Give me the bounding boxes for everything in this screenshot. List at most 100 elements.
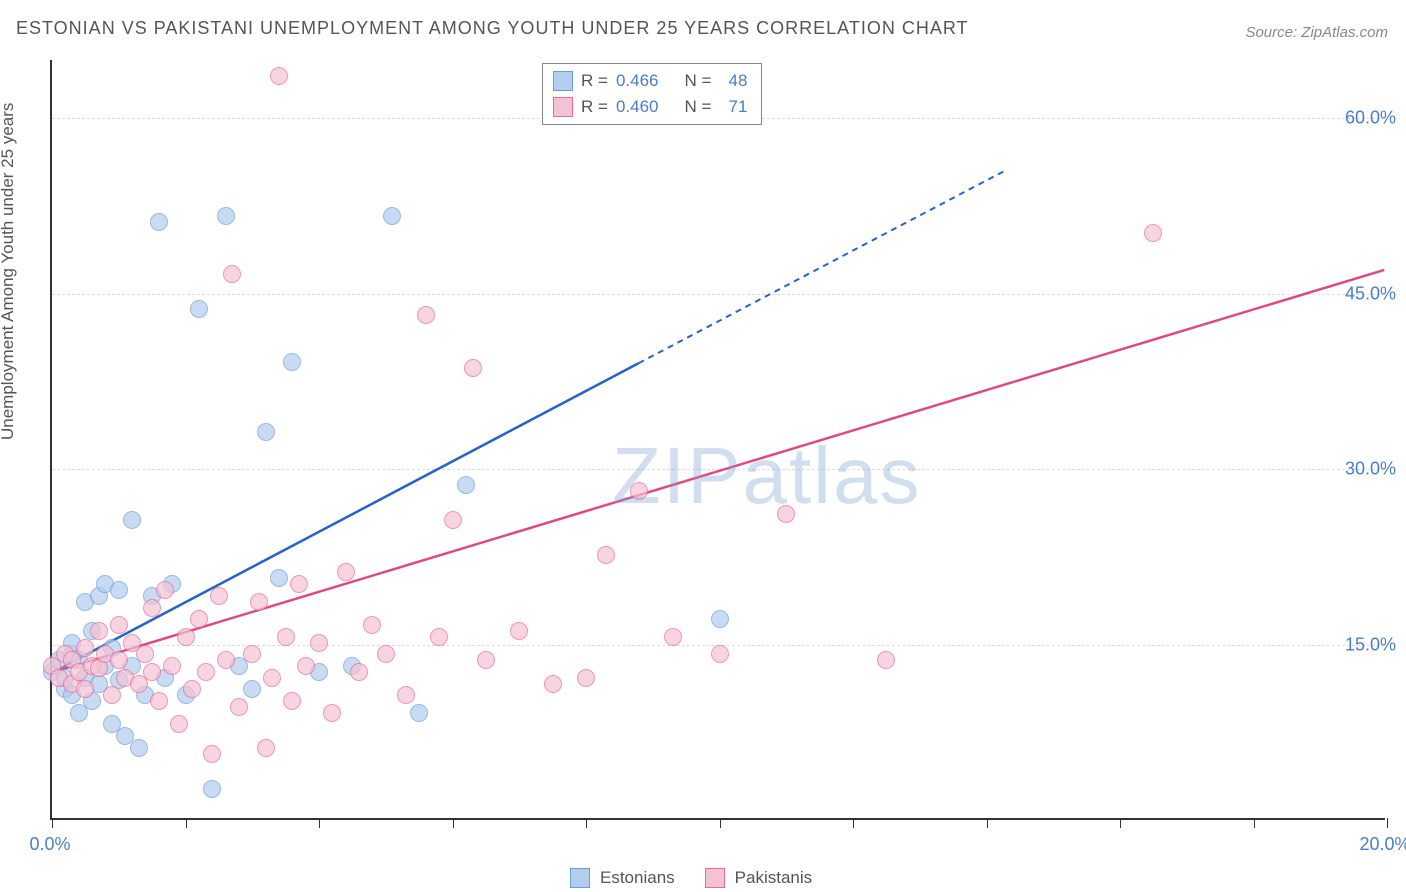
legend-item: Estonians	[570, 868, 675, 888]
data-point	[877, 651, 895, 669]
data-point	[270, 67, 288, 85]
y-tick-label: 15.0%	[1345, 634, 1396, 655]
legend-label: Pakistanis	[735, 868, 812, 888]
legend-item: Pakistanis	[705, 868, 812, 888]
data-point	[711, 610, 729, 628]
data-point	[664, 628, 682, 646]
watermark: ZIPatlas	[612, 430, 921, 522]
data-point	[197, 663, 215, 681]
data-point	[163, 657, 181, 675]
x-tick	[319, 818, 320, 828]
stat-legend-row: R = 0.460 N = 71	[553, 94, 747, 120]
data-point	[711, 645, 729, 663]
data-point	[143, 663, 161, 681]
correlation-stats-legend: R = 0.466 N = 48 R = 0.460 N = 71	[542, 63, 762, 125]
data-point	[263, 669, 281, 687]
x-tick	[52, 818, 53, 828]
n-value: 71	[719, 94, 747, 120]
data-point	[230, 698, 248, 716]
x-tick-label: 0.0%	[29, 834, 70, 855]
x-tick	[720, 818, 721, 828]
data-point	[457, 476, 475, 494]
data-point	[203, 745, 221, 763]
y-tick-label: 30.0%	[1345, 459, 1396, 480]
data-point	[177, 628, 195, 646]
source-label: Source: ZipAtlas.com	[1245, 24, 1388, 41]
data-point	[110, 651, 128, 669]
gridline	[52, 469, 1385, 470]
gridline	[52, 294, 1385, 295]
data-point	[136, 645, 154, 663]
data-point	[170, 715, 188, 733]
data-point	[110, 581, 128, 599]
data-point	[150, 213, 168, 231]
legend-swatch	[553, 71, 573, 91]
data-point	[283, 353, 301, 371]
data-point	[76, 680, 94, 698]
chart-plot-area: R = 0.466 N = 48 R = 0.460 N = 71 ZIPatlas	[50, 60, 1385, 820]
r-label: R =	[581, 68, 608, 94]
data-point	[203, 780, 221, 798]
data-point	[464, 359, 482, 377]
data-point	[350, 663, 368, 681]
trend-line-dashed	[639, 171, 1005, 363]
data-point	[190, 610, 208, 628]
data-point	[397, 686, 415, 704]
data-point	[156, 581, 174, 599]
data-point	[210, 587, 228, 605]
data-point	[123, 511, 141, 529]
data-point	[183, 680, 201, 698]
data-point	[277, 628, 295, 646]
data-point	[103, 686, 121, 704]
data-point	[243, 645, 261, 663]
n-label: N =	[684, 94, 711, 120]
data-point	[1144, 224, 1162, 242]
data-point	[323, 704, 341, 722]
data-point	[110, 616, 128, 634]
x-tick	[186, 818, 187, 828]
r-label: R =	[581, 94, 608, 120]
data-point	[383, 207, 401, 225]
x-tick	[853, 818, 854, 828]
data-point	[76, 639, 94, 657]
data-point	[130, 739, 148, 757]
data-point	[544, 675, 562, 693]
data-point	[630, 482, 648, 500]
x-tick	[987, 818, 988, 828]
data-point	[290, 575, 308, 593]
x-tick	[453, 818, 454, 828]
n-value: 48	[719, 68, 747, 94]
data-point	[217, 651, 235, 669]
data-point	[250, 593, 268, 611]
n-label: N =	[684, 68, 711, 94]
chart-title: ESTONIAN VS PAKISTANI UNEMPLOYMENT AMONG…	[16, 18, 969, 39]
data-point	[223, 265, 241, 283]
y-axis-label: Unemployment Among Youth under 25 years	[0, 103, 18, 440]
legend-swatch	[553, 97, 573, 117]
data-point	[510, 622, 528, 640]
data-point	[417, 306, 435, 324]
x-tick	[1120, 818, 1121, 828]
y-tick-label: 60.0%	[1345, 108, 1396, 129]
x-tick-label: 20.0%	[1359, 834, 1406, 855]
data-point	[377, 645, 395, 663]
r-value: 0.460	[616, 94, 659, 120]
data-point	[297, 657, 315, 675]
stat-legend-row: R = 0.466 N = 48	[553, 68, 747, 94]
r-value: 0.466	[616, 68, 659, 94]
data-point	[150, 692, 168, 710]
data-point	[257, 739, 275, 757]
data-point	[363, 616, 381, 634]
data-point	[430, 628, 448, 646]
data-point	[190, 300, 208, 318]
data-point	[217, 207, 235, 225]
data-point	[577, 669, 595, 687]
data-point	[597, 546, 615, 564]
data-point	[310, 634, 328, 652]
legend-swatch	[705, 868, 725, 888]
data-point	[270, 569, 288, 587]
data-point	[777, 505, 795, 523]
data-point	[477, 651, 495, 669]
data-point	[337, 563, 355, 581]
series-legend: Estonians Pakistanis	[570, 868, 812, 888]
